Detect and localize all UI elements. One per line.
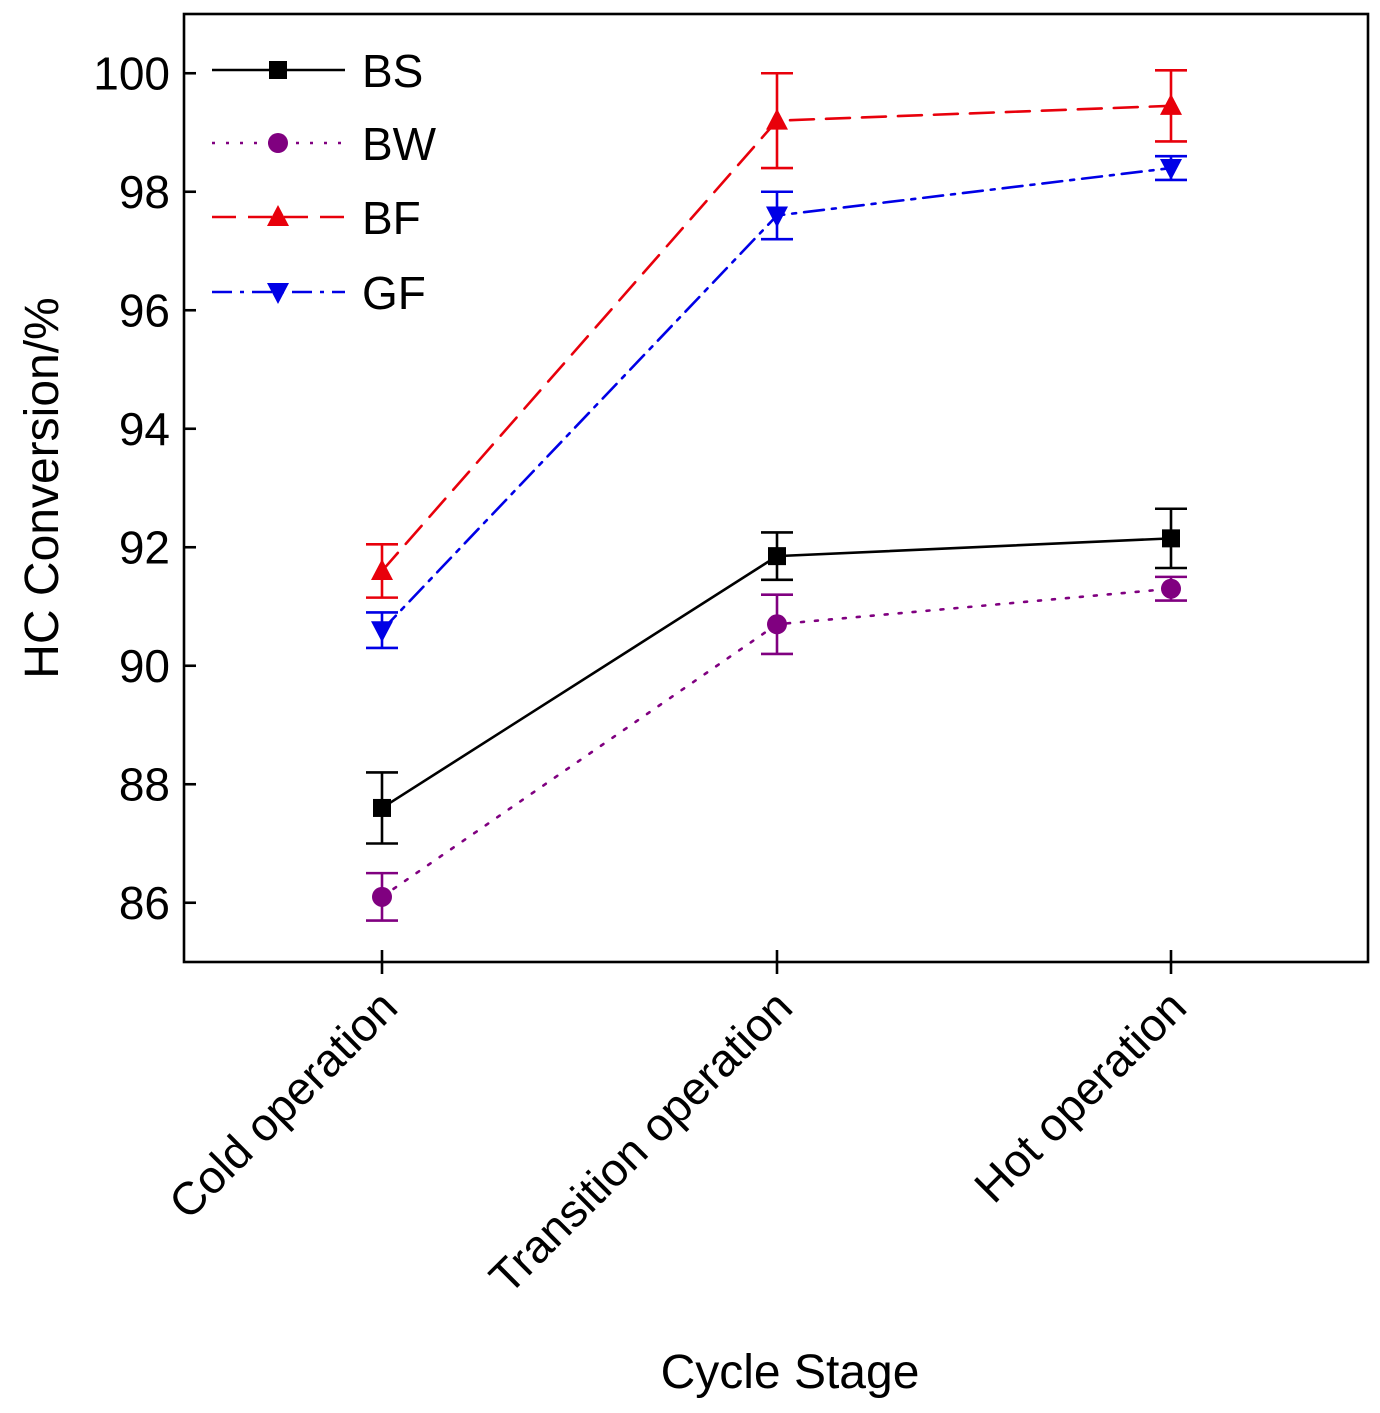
x-category-label: Cold operation bbox=[159, 980, 407, 1228]
legend-entry-bw: BW bbox=[212, 118, 437, 170]
y-tick-label: 96 bbox=[119, 284, 170, 336]
legend-marker-bf bbox=[267, 205, 289, 226]
data-point-bs bbox=[373, 798, 391, 817]
legend-label-bf: BF bbox=[362, 192, 421, 244]
legend-entry-gf: GF bbox=[212, 267, 426, 319]
legend-label-gf: GF bbox=[362, 267, 426, 319]
data-point-bf bbox=[1160, 93, 1182, 115]
data-point-bs bbox=[768, 547, 786, 566]
y-tick-label: 86 bbox=[119, 877, 170, 929]
legend-label-bs: BS bbox=[362, 45, 423, 97]
data-point-bw bbox=[1161, 578, 1181, 599]
y-tick-label: 92 bbox=[119, 521, 170, 573]
series-gf bbox=[366, 154, 1187, 650]
series-bs bbox=[366, 507, 1187, 845]
data-point-bw bbox=[372, 886, 392, 907]
y-tick-label: 98 bbox=[119, 166, 170, 218]
y-axis-title: HC Conversion/% bbox=[16, 297, 69, 678]
x-category-label: Transition operation bbox=[479, 980, 802, 1303]
legend-marker-bw bbox=[268, 133, 288, 153]
y-tick-label: 94 bbox=[119, 403, 170, 455]
legend-label-bw: BW bbox=[362, 118, 437, 170]
legend-entry-bs: BS bbox=[212, 45, 423, 97]
legend-entry-bf: BF bbox=[212, 192, 421, 244]
data-point-gf bbox=[766, 206, 788, 228]
x-axis-title: Cycle Stage bbox=[661, 1346, 920, 1399]
series-bf bbox=[366, 68, 1187, 599]
y-tick-label: 88 bbox=[119, 758, 170, 810]
data-point-gf bbox=[1160, 159, 1182, 181]
y-tick-label: 100 bbox=[93, 47, 170, 99]
y-tick-label: 90 bbox=[119, 640, 170, 692]
data-point-bs bbox=[1162, 529, 1180, 548]
series-line-bf bbox=[380, 104, 1173, 573]
data-point-gf bbox=[371, 621, 393, 643]
data-point-bf bbox=[371, 558, 393, 580]
data-point-bw bbox=[767, 614, 787, 635]
series-bw bbox=[366, 575, 1187, 922]
legend-marker-bs bbox=[269, 61, 287, 79]
data-point-bf bbox=[766, 108, 788, 130]
x-category-label: Hot operation bbox=[964, 980, 1196, 1212]
legend-marker-gf bbox=[267, 283, 289, 304]
